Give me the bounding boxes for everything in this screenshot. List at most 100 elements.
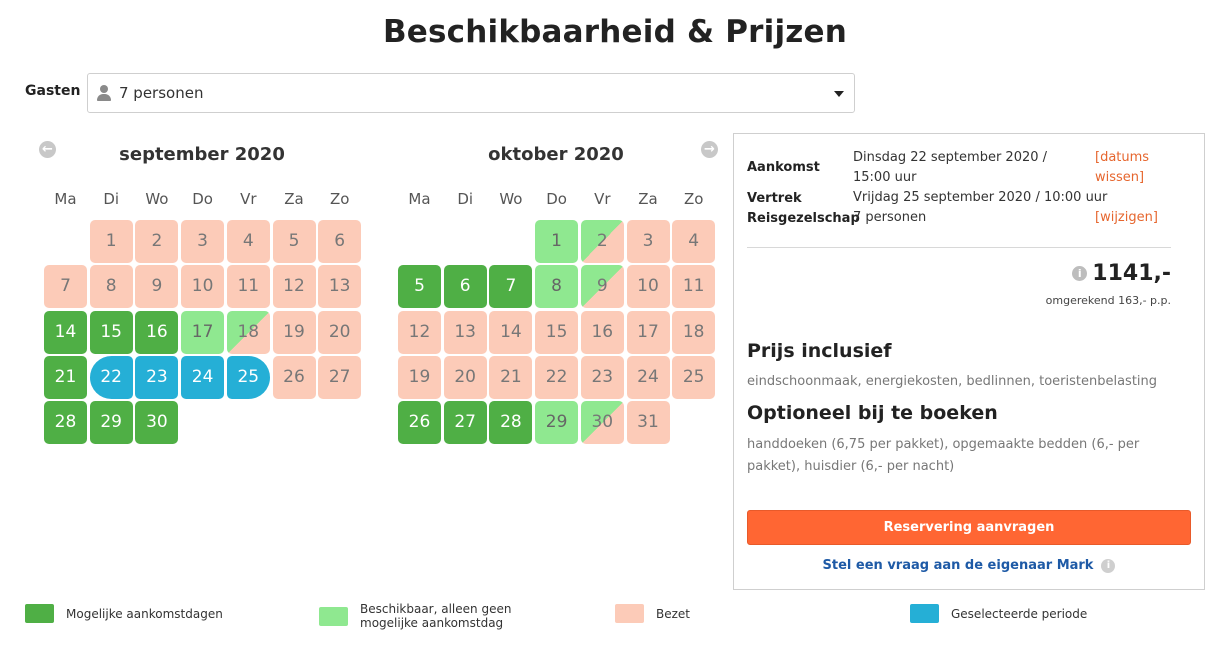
calendar-day-number: 11: [682, 276, 705, 297]
calendar-day[interactable]: 21: [489, 355, 533, 399]
price-row: i 1141,-: [1072, 261, 1171, 286]
calendar-day[interactable]: 20: [318, 310, 362, 354]
calendar-day-number: 10: [637, 276, 659, 297]
calendar-day-number: 27: [328, 366, 351, 387]
optional-heading: Optioneel bij te boeken: [747, 402, 998, 424]
calendar-day[interactable]: 25: [226, 355, 270, 399]
calendar-day[interactable]: 21: [44, 355, 87, 399]
calendar-day-number: 19: [283, 321, 305, 342]
legend-label: Geselecteerde periode: [951, 606, 1088, 621]
calendar-day[interactable]: 27: [318, 355, 362, 399]
calendar-day[interactable]: 15: [535, 310, 579, 354]
departure-label: Vertrek: [747, 191, 802, 206]
calendar-day[interactable]: 16: [135, 310, 179, 354]
calendar-day[interactable]: 20: [443, 355, 487, 399]
person-icon: [96, 84, 112, 102]
calendar-day[interactable]: 9: [135, 265, 179, 309]
info-icon[interactable]: i: [1072, 266, 1088, 281]
calendar-day[interactable]: 29: [535, 401, 579, 445]
legend-swatch: [615, 604, 644, 623]
reserve-button[interactable]: Reservering aanvragen: [747, 510, 1191, 545]
calendar-day-number: 18: [237, 321, 260, 342]
calendar-day-number: 14: [500, 321, 522, 342]
calendar-day[interactable]: 17: [626, 310, 670, 354]
calendar-day[interactable]: 26: [398, 401, 441, 445]
calendar-day[interactable]: 26: [272, 355, 316, 399]
calendar-day[interactable]: 22: [535, 355, 579, 399]
calendar-day[interactable]: 8: [89, 265, 133, 309]
weekday-header: Vr: [594, 190, 611, 208]
calendar-day[interactable]: 29: [89, 401, 133, 445]
calendar-day[interactable]: 2: [580, 220, 624, 263]
calendar-day[interactable]: 19: [398, 355, 441, 399]
calendar-day[interactable]: 18: [226, 310, 270, 354]
calendar-day[interactable]: 10: [626, 265, 670, 309]
calendar-day[interactable]: 12: [398, 310, 441, 354]
calendar-day[interactable]: 6: [443, 265, 487, 309]
info-icon[interactable]: i: [1101, 558, 1116, 573]
calendar-day[interactable]: 4: [226, 220, 270, 263]
booking-summary-panel: Aankomst Dinsdag 22 september 2020 / 15:…: [733, 133, 1205, 590]
previous-month-icon[interactable]: ←: [39, 141, 56, 158]
calendar-day[interactable]: 13: [318, 265, 362, 309]
calendar-day[interactable]: 12: [272, 265, 316, 309]
calendar-day[interactable]: 24: [181, 355, 225, 399]
calendar-day[interactable]: 31: [626, 401, 670, 445]
included-heading: Prijs inclusief: [747, 340, 892, 362]
calendar-day-number: 2: [151, 231, 163, 251]
calendar-day[interactable]: 13: [443, 310, 487, 354]
calendar-day[interactable]: 7: [489, 265, 533, 309]
ask-owner-link[interactable]: Stel een vraag aan de eigenaar Mark: [822, 558, 1094, 573]
calendar-day[interactable]: 2: [135, 220, 179, 263]
weekday-header: Ma: [408, 190, 431, 208]
calendar-day[interactable]: 1: [89, 220, 133, 263]
calendar-day[interactable]: 11: [672, 265, 716, 309]
calendar-day[interactable]: 7: [44, 265, 87, 309]
calendar-day[interactable]: 30: [580, 401, 624, 445]
calendar-month-title: september 2020: [119, 144, 285, 165]
change-party-link[interactable]: [wijzigen]: [1095, 210, 1158, 225]
calendar-day[interactable]: 3: [181, 220, 225, 263]
calendar-day[interactable]: 24: [626, 355, 670, 399]
calendar-day[interactable]: 14: [489, 310, 533, 354]
calendar-day[interactable]: 11: [226, 265, 270, 309]
guests-select[interactable]: 7 personen: [87, 73, 855, 113]
calendar-day[interactable]: 27: [443, 401, 487, 445]
clear-dates-link[interactable]: [datums wissen]: [1095, 150, 1150, 185]
calendar-day-number: 7: [60, 276, 71, 297]
calendar-day[interactable]: 19: [272, 310, 316, 354]
calendar-day-number: 31: [637, 412, 659, 433]
calendar-day[interactable]: 5: [272, 220, 316, 263]
calendar-day[interactable]: 9: [580, 265, 624, 309]
weekday-header: Zo: [683, 190, 704, 208]
calendar-day[interactable]: 15: [89, 310, 133, 354]
calendar-day[interactable]: 10: [181, 265, 225, 309]
calendar-day[interactable]: 28: [489, 401, 533, 445]
calendar-day[interactable]: 1: [535, 220, 579, 263]
weekday-header: Di: [103, 190, 120, 208]
calendar-day[interactable]: 3: [626, 220, 670, 263]
calendar-day[interactable]: 22: [89, 355, 133, 399]
calendar-day-number: 20: [328, 321, 351, 342]
calendar-day[interactable]: 4: [672, 220, 716, 263]
calendar-day-number: 13: [454, 321, 476, 342]
calendar-day-number: 24: [637, 366, 659, 387]
calendar-day-number: 20: [454, 366, 476, 387]
calendar-day-number: 13: [328, 276, 351, 297]
calendar-day[interactable]: 30: [135, 401, 179, 445]
calendar-day[interactable]: 16: [580, 310, 624, 354]
calendar-day[interactable]: 25: [672, 355, 716, 399]
calendar-day[interactable]: 6: [318, 220, 362, 263]
calendar-day[interactable]: 28: [44, 401, 87, 445]
next-month-icon[interactable]: →: [701, 141, 718, 158]
calendar-day[interactable]: 17: [181, 310, 225, 354]
calendar-day[interactable]: 23: [580, 355, 624, 399]
calendar-day[interactable]: 8: [535, 265, 579, 309]
calendar-day-number: 25: [237, 366, 260, 387]
calendar-day[interactable]: 23: [135, 355, 179, 399]
calendar-day-number: 10: [191, 276, 214, 297]
calendar-day-number: 4: [242, 231, 254, 251]
calendar-day[interactable]: 5: [398, 265, 441, 309]
calendar-day[interactable]: 18: [672, 310, 716, 354]
calendar-day[interactable]: 14: [44, 310, 87, 354]
